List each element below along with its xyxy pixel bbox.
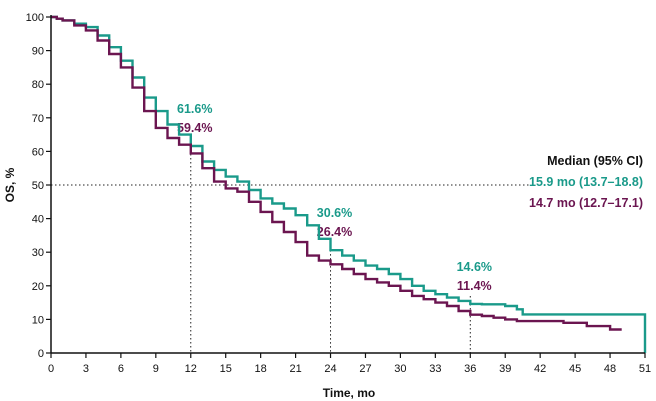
x-tick-label: 9 [153,363,159,375]
median-legend: Median (95% CI) 15.9 mo (13.7–18.8) 14.7… [529,154,643,210]
survival-curves [51,15,647,353]
x-axis-title: Time, mo [323,386,375,400]
y-tick-label: 30 [32,247,44,259]
y-tick-label: 80 [32,79,44,91]
y-tick-label: 10 [32,314,44,326]
y-tick-label: 20 [32,281,44,293]
x-tick-label: 0 [48,363,54,375]
x-tick-label: 27 [359,363,371,375]
legend-entry-teal: 15.9 mo (13.7–18.8) [529,175,643,189]
x-tick-label: 48 [604,363,616,375]
landmark-label-12-teal: 61.6% [177,102,212,116]
x-tick-label: 45 [569,363,581,375]
landmark-label-36-maroon: 11.4% [457,279,492,293]
x-tick-label: 24 [324,363,336,375]
x-tick-label: 51 [639,363,651,375]
legend-entry-maroon: 14.7 mo (12.7–17.1) [529,196,643,210]
x-tick-label: 30 [394,363,406,375]
y-tick-label: 40 [32,214,44,226]
x-tick-label: 42 [534,363,546,375]
y-tick-label: 70 [32,113,44,125]
x-tick-label: 6 [118,363,124,375]
landmark-label-24-teal: 30.6% [317,206,352,220]
x-tick-label: 21 [289,363,301,375]
x-tick-label: 18 [255,363,267,375]
landmark-annotations: 61.6% 59.4% 30.6% 26.4% 14.6% 11.4% [51,102,530,353]
curve-teal [51,15,647,353]
landmark-label-24-maroon: 26.4% [317,225,352,239]
y-tick-label: 60 [32,146,44,158]
y-tick-label: 0 [38,348,44,360]
x-tick-label: 33 [429,363,441,375]
x-tick-label: 3 [83,363,89,375]
y-axis-title: OS, % [3,167,17,202]
y-tick-label: 100 [26,12,44,24]
x-tick-label: 39 [499,363,511,375]
x-tick-label: 36 [464,363,476,375]
x-tick-label: 15 [220,363,232,375]
legend-title: Median (95% CI) [547,154,643,168]
y-tick-label: 50 [32,180,44,192]
landmark-label-36-teal: 14.6% [457,260,492,274]
y-tick-label: 90 [32,46,44,58]
x-tick-label: 12 [185,363,197,375]
landmark-label-12-maroon: 59.4% [177,121,212,135]
curve-maroon [51,15,622,331]
